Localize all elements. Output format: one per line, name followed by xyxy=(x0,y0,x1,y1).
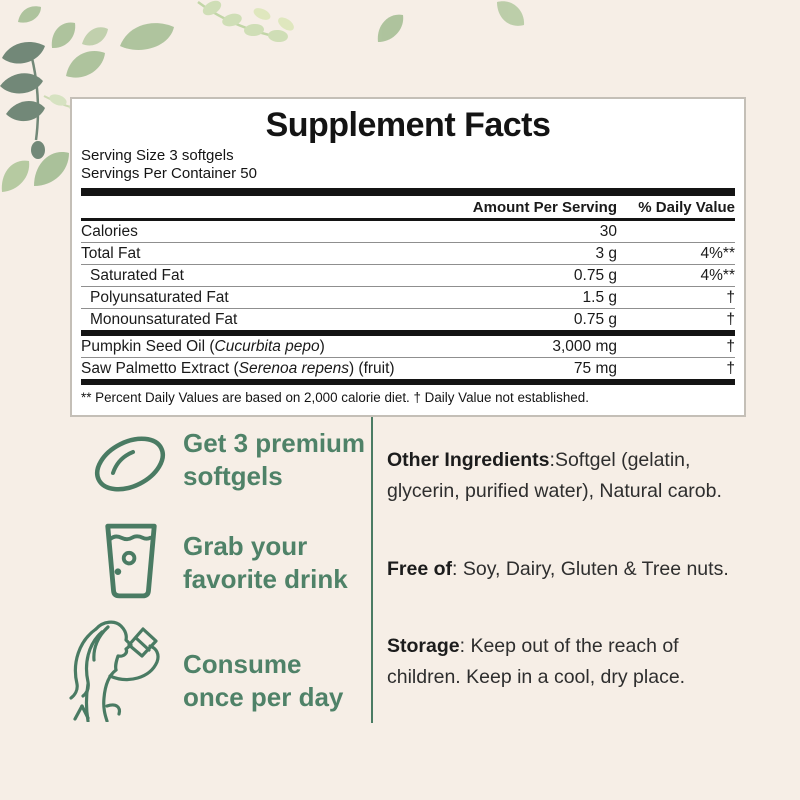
section-divider-vertical xyxy=(371,405,373,723)
panel-title: Supplement Facts xyxy=(265,106,551,144)
table-row-pumpkin-seed-oil: Pumpkin Seed Oil (Cucurbita pepo) 3,000 … xyxy=(81,338,735,355)
table-row-saw-palmetto: Saw Palmetto Extract (Serenoa repens) (f… xyxy=(81,357,735,379)
usage-step-1-label: Get 3 premium softgels xyxy=(183,428,366,491)
usage-step-3-label: Consume once per day xyxy=(183,649,344,712)
free-of-text: Free of: Soy, Dairy, Gluten & Tree nuts. xyxy=(387,557,729,580)
other-ingredients-text: Other Ingredients:Softgel (gelatin, glyc… xyxy=(387,448,722,502)
daily-value-footnote: ** Percent Daily Values are based on 2,0… xyxy=(81,390,589,405)
supplement-facts-panel: Supplement Facts Serving Size 3 softgels… xyxy=(70,97,746,417)
table-header: Amount Per Serving % Daily Value xyxy=(81,196,735,221)
thick-divider-top xyxy=(81,188,735,196)
table-row-total-fat: Total Fat 3 g 4%** xyxy=(81,242,735,264)
usage-step-2-label: Grab your favorite drink xyxy=(183,531,348,594)
serving-size: Serving Size 3 softgels xyxy=(81,147,234,164)
decorative-leaves xyxy=(0,0,525,192)
col-amount-per-serving: Amount Per Serving xyxy=(472,199,617,216)
table-row-polyunsaturated-fat: Polyunsaturated Fat 1.5 g † xyxy=(81,286,735,308)
softgel-icon xyxy=(95,436,165,492)
dark-leaf-cluster xyxy=(0,42,45,159)
col-daily-value: % Daily Value xyxy=(638,199,735,216)
thick-divider-middle xyxy=(81,330,735,336)
table-row-monounsaturated-fat: Monounsaturated Fat 0.75 g † xyxy=(81,308,735,330)
table-row-saturated-fat: Saturated Fat 0.75 g 4%** xyxy=(81,264,735,286)
glass-icon xyxy=(105,523,157,599)
servings-per-container: Servings Per Container 50 xyxy=(81,165,257,182)
person-drinking-icon xyxy=(69,620,160,722)
table-row-calories: Calories 30 xyxy=(81,223,617,240)
thick-divider-bottom xyxy=(81,379,735,385)
storage-text: Storage: Keep out of the reach of childr… xyxy=(387,634,686,688)
eucalyptus-sprig xyxy=(197,0,294,43)
